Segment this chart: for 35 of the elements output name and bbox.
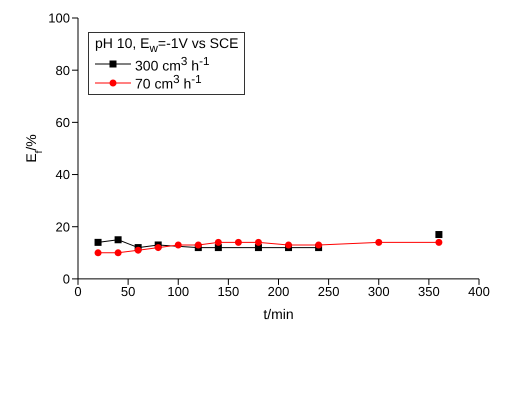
y-tick-label: 100: [48, 10, 70, 26]
y-tick-label: 20: [56, 219, 70, 234]
point: [94, 238, 102, 246]
point: [194, 241, 202, 248]
x-tick-label: 50: [120, 284, 136, 300]
y-tick-label: 80: [56, 62, 70, 78]
x-tick-label: 100: [167, 284, 190, 300]
x-tick-label: 250: [318, 284, 340, 300]
point: [234, 238, 242, 246]
point: [154, 244, 162, 252]
point: [94, 249, 102, 256]
point: [285, 241, 292, 248]
legend-title: pH 10, E$_{w}$=-1V vs SCE: [95, 35, 238, 55]
point: [114, 236, 122, 244]
point: [435, 231, 442, 238]
x-tick-label: 400: [468, 284, 490, 300]
y-tick-label: 40: [56, 167, 70, 182]
x-tick-label: 0: [74, 284, 82, 300]
y-tick-label: 0: [62, 272, 70, 287]
point: [435, 238, 442, 246]
point: [214, 238, 222, 246]
x-axis-title: t/min: [263, 306, 294, 322]
x-tick-label: 350: [418, 284, 440, 300]
point: [315, 241, 322, 248]
point: [375, 238, 382, 246]
x-tick-label: 300: [368, 284, 390, 300]
point: [174, 241, 182, 248]
legend-label: 70 cm$^{3}$ h$^{-1}$: [135, 73, 202, 92]
x-tick-label: 150: [218, 284, 240, 300]
point: [134, 246, 142, 254]
y-tick-label: 60: [56, 114, 70, 130]
x-tick-label: 200: [268, 284, 290, 300]
legend-label: 300 cm$^{3}$ h$^{-1}$: [135, 54, 210, 74]
point: [114, 249, 122, 256]
point: [254, 238, 262, 246]
